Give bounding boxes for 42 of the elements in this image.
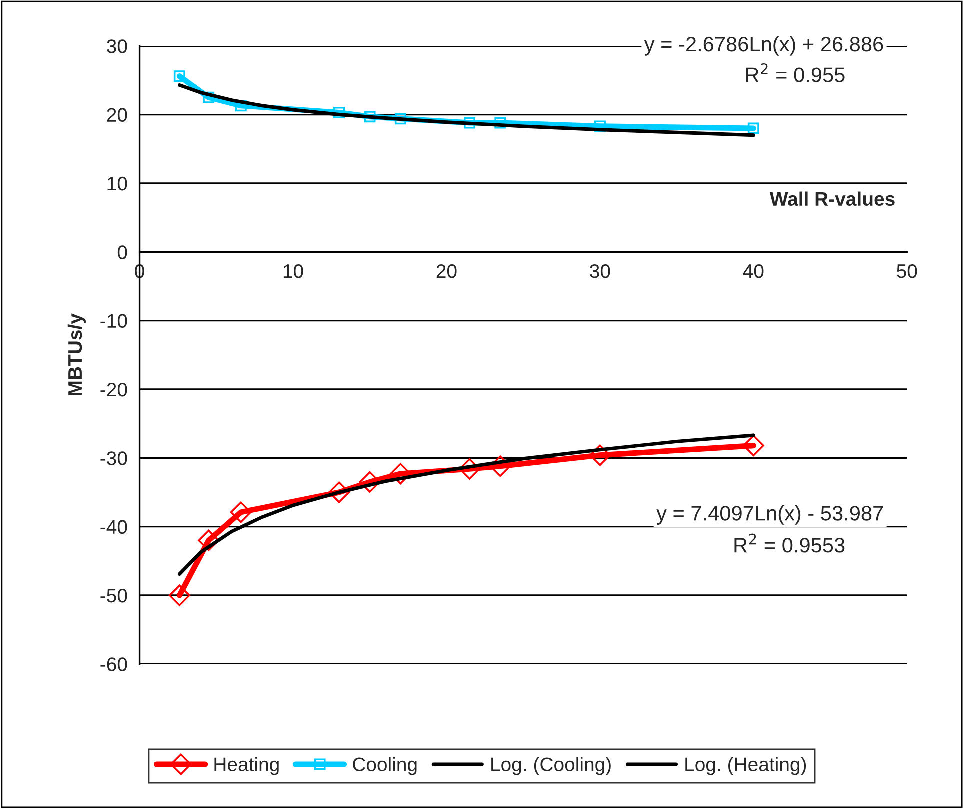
y-tick-label: 30 — [107, 40, 128, 54]
y-tick-label: -60 — [100, 658, 128, 672]
point — [459, 458, 480, 480]
point — [230, 502, 252, 524]
x-tick-label: 30 — [590, 264, 610, 278]
point — [589, 444, 611, 466]
point — [328, 482, 350, 504]
point — [364, 111, 376, 123]
x-tick-label: 40 — [743, 264, 764, 278]
annotation: y = 7.4097Ln(x) - 53.987 — [656, 506, 884, 525]
annotation: R$^{2}$ = 0.955 — [746, 63, 845, 82]
point — [494, 117, 506, 129]
x-axis-title: Wall R-values — [770, 192, 895, 206]
point — [198, 530, 220, 552]
legend-label: Log. (Heating) — [686, 757, 806, 776]
point — [742, 435, 764, 457]
point — [464, 117, 476, 129]
point — [334, 106, 346, 118]
point — [748, 122, 760, 134]
annotation: R$^{2}$ = 0.9553 — [734, 534, 845, 553]
y-tick-label: 10 — [108, 176, 128, 191]
x-tick-label: 10 — [284, 264, 304, 278]
y-tick-label: -30 — [100, 452, 128, 466]
point — [174, 70, 186, 82]
y-tick-label: 20 — [107, 108, 128, 122]
x-tick-label: 20 — [436, 264, 457, 278]
y-tick-label: -50 — [100, 588, 128, 603]
y-tick-label: -20 — [100, 382, 128, 397]
point — [394, 113, 406, 125]
legend-label: Log. (Cooling) — [492, 757, 611, 776]
y-tick-label: -40 — [100, 520, 128, 534]
y-tick-label: 0 — [118, 246, 128, 260]
legend-label: Cooling — [353, 757, 417, 776]
point — [168, 584, 190, 606]
y-tick-label: -10 — [100, 314, 128, 328]
y-axis-title: MBTUs/y — [68, 314, 86, 396]
point — [203, 92, 215, 104]
annotation: y = -2.6786Ln(x) + 26.886 — [644, 36, 884, 56]
x-tick-label: 50 — [897, 264, 918, 278]
legend-label: Heating — [214, 757, 279, 776]
point — [359, 471, 381, 493]
point — [594, 120, 606, 132]
